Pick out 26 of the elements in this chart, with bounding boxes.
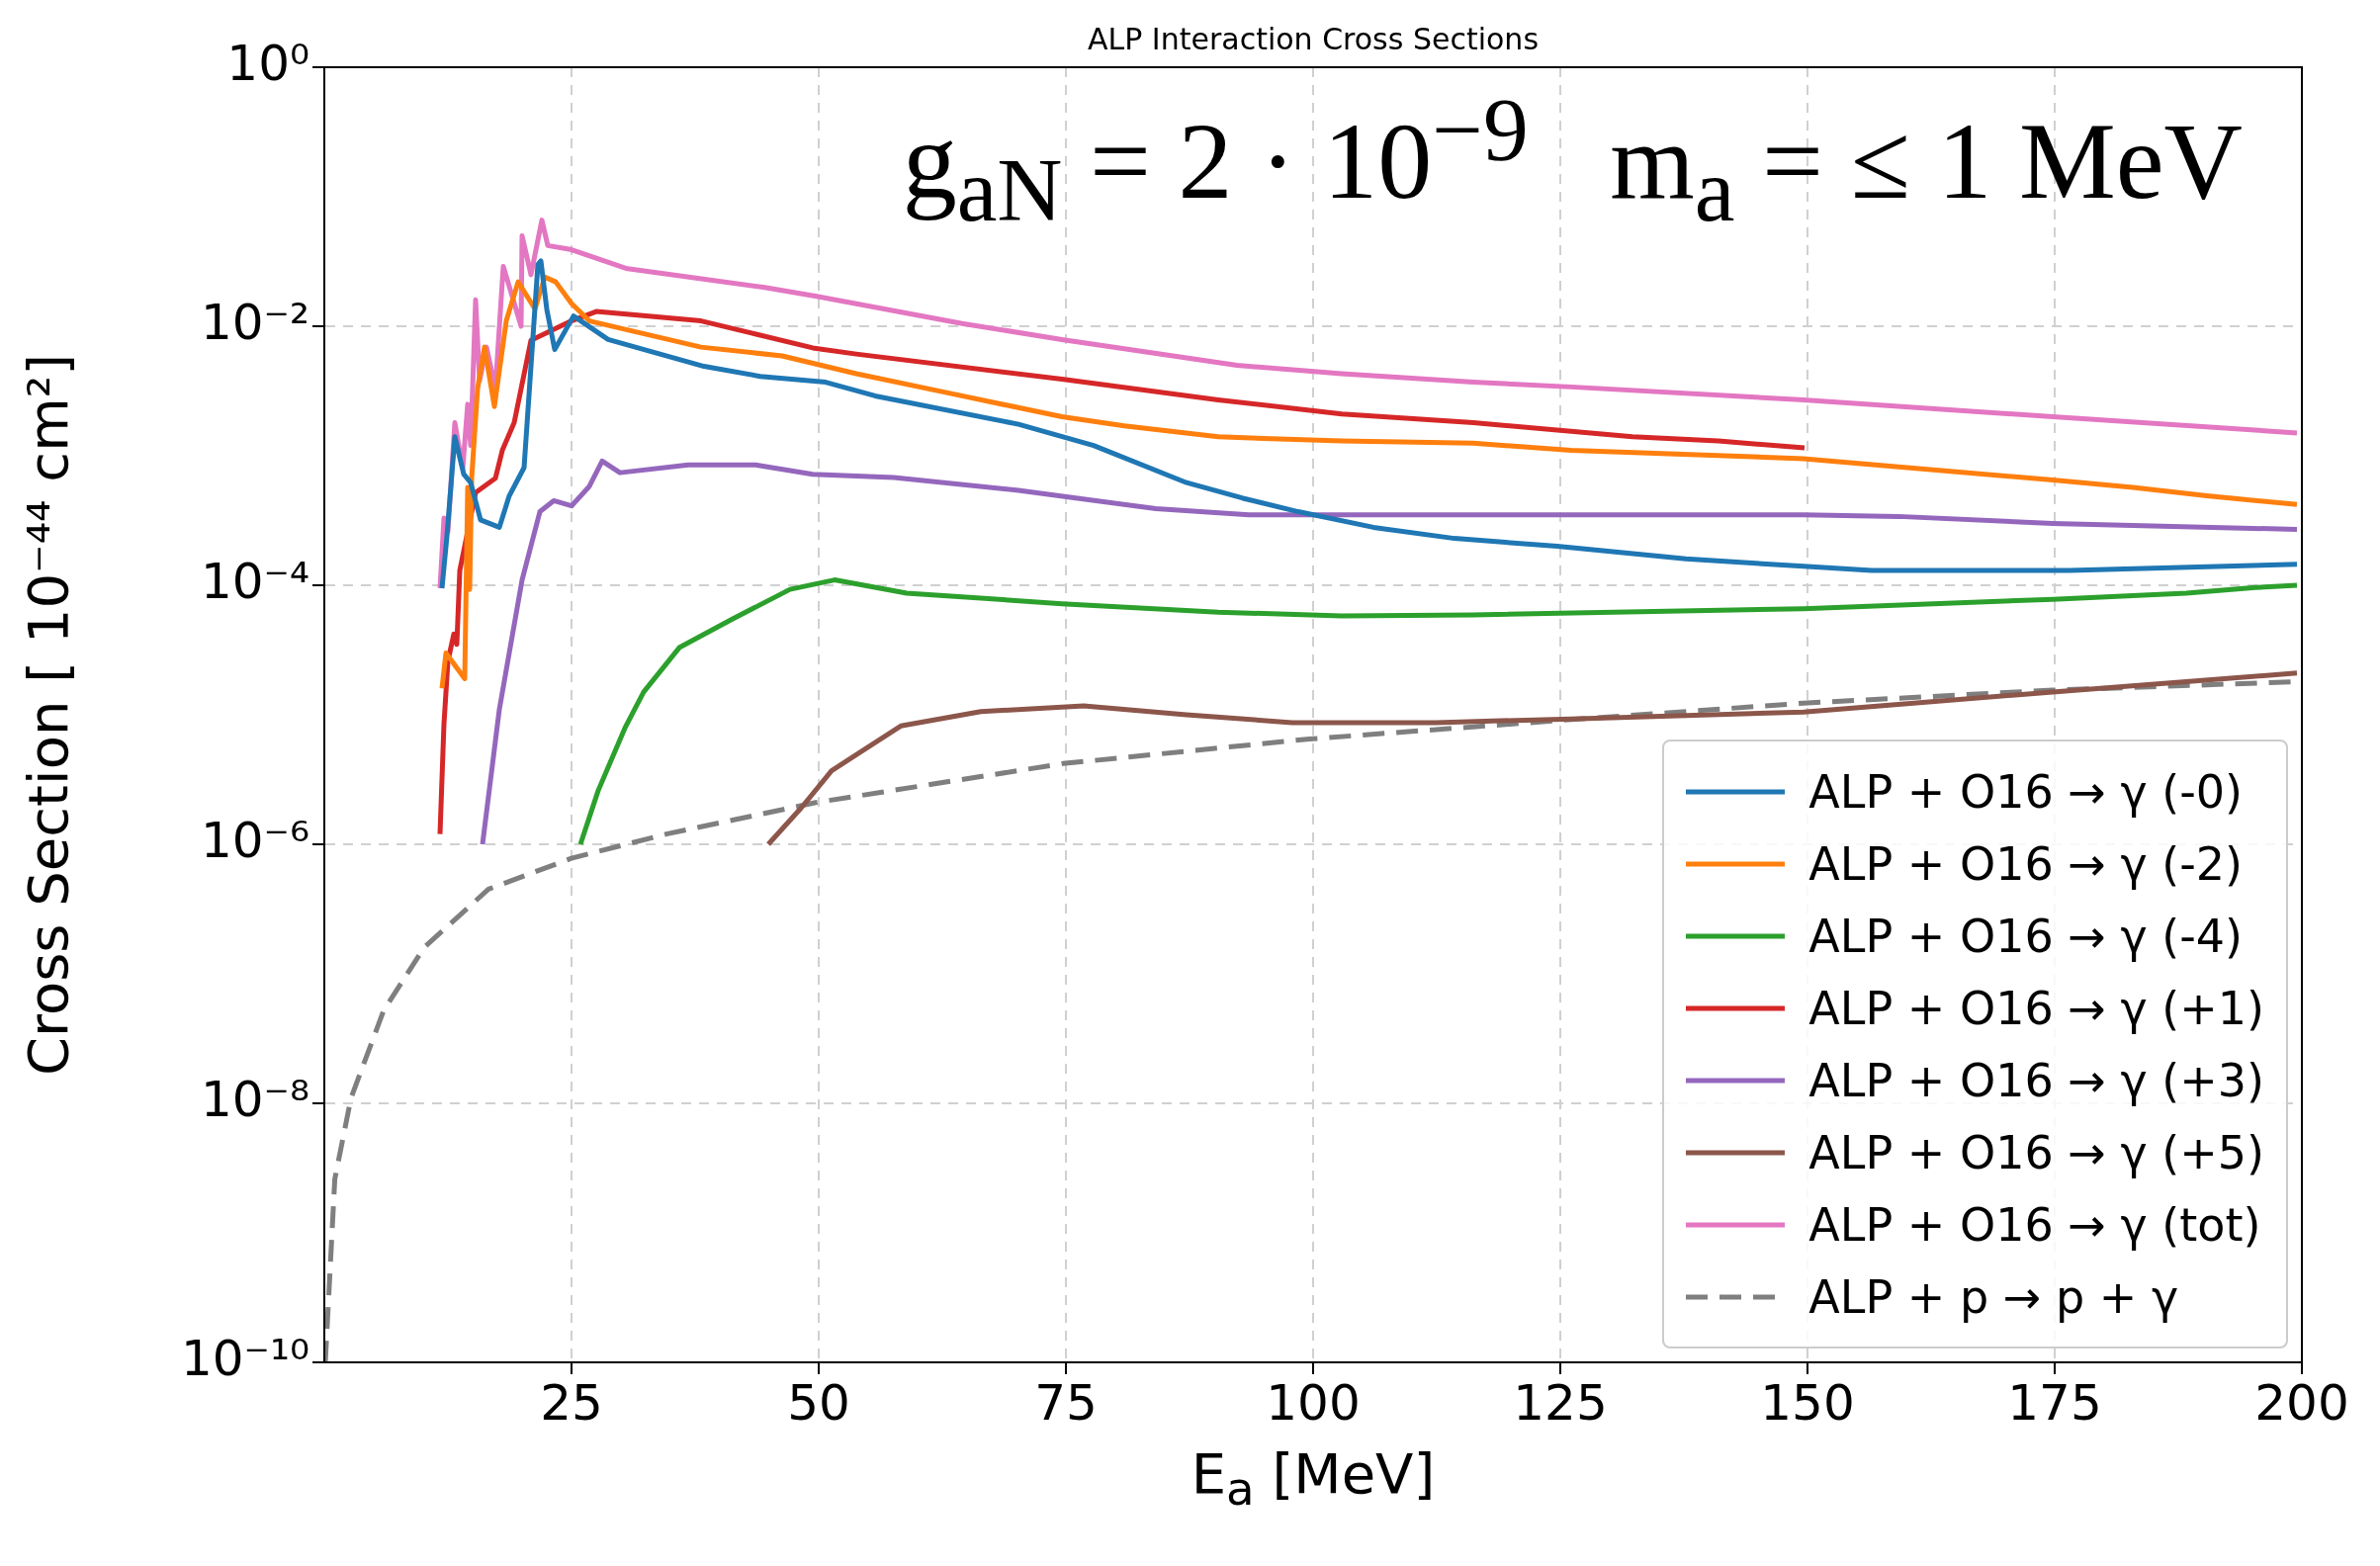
x-tick-label: 175 [2007, 1373, 2102, 1432]
legend-label: ALP + O16 → γ (+5) [1808, 1125, 2264, 1179]
x-tick-label: 50 [787, 1373, 850, 1432]
legend-label: ALP + O16 → γ (+1) [1808, 981, 2264, 1035]
legend-label: ALP + O16 → γ (-4) [1808, 909, 2244, 963]
annotation: g$_{aN}$ = 2 · 10$^{−9}$ m$_{a}$ = ≤ 1 MeV [902, 78, 2243, 242]
legend-label: ALP + O16 → γ (+3) [1808, 1053, 2264, 1107]
x-tick-label: 200 [2254, 1373, 2349, 1432]
y-axis-title: Cross Section [ 10⁻⁴⁴ cm²] [15, 354, 80, 1076]
y-tick-label: 10⁰ [226, 34, 309, 92]
x-tick-label: 75 [1034, 1373, 1098, 1432]
x-tick-label: 25 [540, 1373, 603, 1432]
y-tick-label: 10⁻¹⁰ [180, 1329, 309, 1387]
x-axis-title: E$_{a}$ [MeV] [1190, 1441, 1437, 1517]
y-tick-label: 10⁻⁴ [200, 552, 309, 610]
x-tick-label: 150 [1760, 1373, 1855, 1432]
legend-label: ALP + O16 → γ (tot) [1808, 1197, 2261, 1252]
chart-title: ALP Interaction Cross Sections [1087, 22, 1540, 56]
x-tick-label: 125 [1513, 1373, 1608, 1432]
y-tick-label: 10⁻⁸ [200, 1070, 309, 1128]
y-tick-label: 10⁻² [200, 293, 309, 351]
legend-label: ALP + O16 → γ (-2) [1808, 836, 2244, 891]
y-tick-label: 10⁻⁶ [200, 811, 309, 869]
legend-label: ALP + O16 → γ (-0) [1808, 764, 2244, 819]
x-tick-label: 100 [1266, 1373, 1361, 1432]
legend-label: ALP + p → p + γ [1808, 1269, 2179, 1324]
